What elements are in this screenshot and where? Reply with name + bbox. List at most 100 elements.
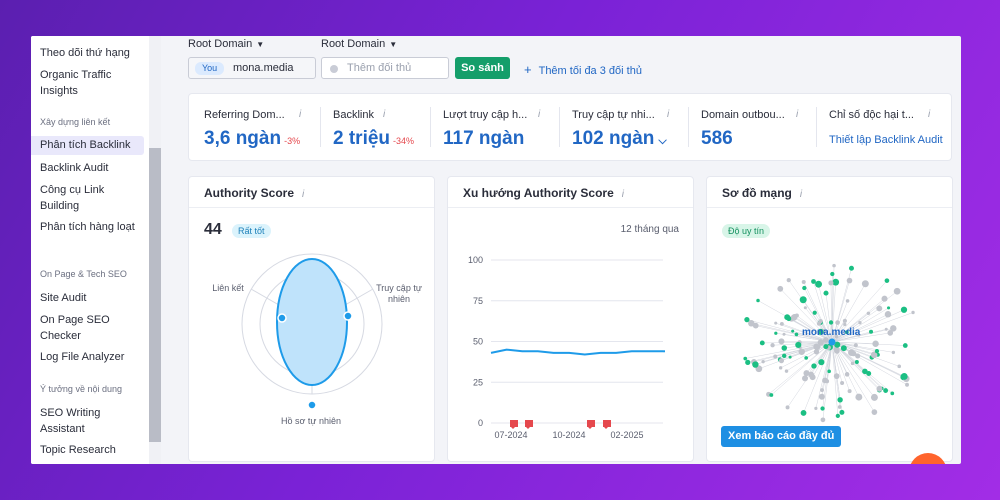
network-edge <box>803 281 833 343</box>
info-icon[interactable]: i <box>302 189 305 200</box>
network-node <box>883 388 889 393</box>
network-edge <box>831 298 885 343</box>
sidebar-item-log-file-analyzer[interactable]: Log File Analyzer <box>40 351 125 363</box>
network-node <box>794 313 799 318</box>
network-node <box>759 340 765 346</box>
series-line <box>490 348 663 356</box>
metric-value: 2 triệu -34% <box>333 128 414 150</box>
sidebar-item-seo-writing-assistant[interactable]: SEO Writing Assistant <box>40 407 101 435</box>
y-tick-label: 0 <box>478 418 483 428</box>
sidebar-section-link-building: Xây dựng liên kết <box>40 117 111 127</box>
info-icon[interactable]: i <box>383 109 386 120</box>
sidebar-item-bulk-analysis[interactable]: Phân tích hàng loạt <box>40 221 135 233</box>
network-node <box>850 361 855 366</box>
domain-input[interactable]: You mona.media <box>188 57 316 79</box>
authority-badge: Độ uy tín <box>722 224 771 238</box>
metric-referring-domains[interactable]: Referring Dom... i 3,6 ngàn -3% <box>204 94 319 162</box>
chevron-down-icon[interactable]: ⌵ <box>658 135 667 147</box>
network-edge <box>831 280 888 343</box>
network-edge <box>831 341 841 400</box>
network-node <box>801 279 806 284</box>
network-node <box>835 320 840 325</box>
network-node <box>848 265 854 271</box>
network-node <box>848 349 855 357</box>
network-node <box>837 397 843 403</box>
network-edge <box>775 322 833 343</box>
metric-backlinks[interactable]: Backlink i 2 triệu -34% <box>333 94 433 162</box>
setup-backlink-audit-link[interactable]: Thiết lập Backlink Audit <box>829 134 943 146</box>
metric-label: Backlink <box>333 109 374 121</box>
network-node <box>857 333 861 337</box>
sidebar-section-onpage: On Page & Tech SEO <box>40 269 127 279</box>
card-title: Xu hướng Authority Score i <box>463 186 624 200</box>
metric-delta: -34% <box>393 136 415 146</box>
full-report-button[interactable]: Xem báo cáo đầy đủ <box>721 426 842 447</box>
sidebar-item-link-building-tool[interactable]: Công cụ Link Building <box>40 184 105 212</box>
info-icon[interactable]: i <box>799 189 803 200</box>
network-node <box>887 330 894 336</box>
network-node <box>893 287 901 295</box>
info-icon[interactable]: i <box>538 109 541 120</box>
network-node <box>811 279 816 284</box>
sidebar-item-site-audit[interactable]: Site Audit <box>40 292 87 304</box>
network-edge <box>831 309 905 343</box>
root-domain-dropdown-1[interactable]: Root Domain ▼ <box>188 38 264 50</box>
network-node <box>830 271 835 277</box>
network-node <box>820 406 825 411</box>
radar-area <box>276 258 348 386</box>
metric-divider <box>816 107 817 147</box>
network-center-label: mona.media <box>802 327 861 338</box>
competitor-input[interactable]: Thêm đối thủ <box>321 57 449 79</box>
authority-trend-card: Xu hướng Authority Score i 12 tháng qua 0… <box>447 176 694 462</box>
network-node <box>847 389 852 394</box>
network-node <box>814 406 818 410</box>
sidebar: Theo dõi thứ hạng Organic Traffic Insigh… <box>31 36 161 464</box>
period-label[interactable]: 12 tháng qua <box>620 224 679 235</box>
info-icon[interactable]: i <box>667 109 670 120</box>
network-node <box>822 377 828 384</box>
sidebar-item-rank-tracking[interactable]: Theo dõi thứ hạng <box>40 47 130 59</box>
card-title-text: Xu hướng Authority Score <box>463 186 614 200</box>
event-marker-icon <box>510 420 518 429</box>
metric-organic-traffic[interactable]: Truy cập tự nhi... i 102 ngàn ⌵ <box>572 94 682 162</box>
sidebar-item-topic-research[interactable]: Topic Research <box>40 444 116 456</box>
network-node <box>887 306 891 310</box>
info-icon[interactable]: i <box>621 189 625 200</box>
metric-outbound-domains[interactable]: Domain outbou... i 586 <box>701 94 811 162</box>
metric-divider <box>559 107 560 147</box>
you-tag: You <box>195 62 225 75</box>
network-edge <box>831 341 843 384</box>
info-icon[interactable]: i <box>928 109 931 120</box>
info-icon[interactable]: i <box>299 109 302 120</box>
compare-button[interactable]: So sánh <box>455 57 510 79</box>
event-marker-icon <box>525 420 533 429</box>
sidebar-item-backlink-analysis[interactable]: Phân tích Backlink <box>31 136 144 155</box>
network-node <box>881 295 888 302</box>
metric-traffic[interactable]: Lượt truy cập h... i 117 ngàn <box>443 94 553 162</box>
sidebar-item-organic-traffic-insights[interactable]: Organic Traffic Insights <box>40 69 112 97</box>
add-competitors-link[interactable]: + Thêm tối đa 3 đối thủ <box>524 62 642 77</box>
network-node <box>774 331 778 335</box>
event-marker-icon <box>603 420 611 429</box>
network-node <box>854 359 859 364</box>
network-node <box>872 340 879 347</box>
network-node <box>817 339 824 346</box>
network-node <box>813 344 821 351</box>
network-edge <box>831 312 914 343</box>
sidebar-scrollbar-thumb[interactable] <box>149 148 161 442</box>
info-icon[interactable]: i <box>796 109 799 120</box>
x-tick-label: 02-2025 <box>610 430 643 440</box>
metric-value: 117 ngàn <box>443 128 525 149</box>
network-node <box>884 278 890 283</box>
network-node <box>858 321 862 325</box>
sidebar-item-onpage-seo-checker[interactable]: On Page SEO Checker <box>40 314 110 342</box>
root-domain-dropdown-2[interactable]: Root Domain ▼ <box>321 38 397 50</box>
sidebar-item-backlink-audit[interactable]: Backlink Audit <box>40 162 109 174</box>
network-node <box>902 343 908 348</box>
competitor-placeholder: Thêm đối thủ <box>347 62 412 74</box>
radar-point-traffic <box>343 311 353 321</box>
network-edge <box>784 341 833 349</box>
help-chat-button[interactable] <box>909 453 947 464</box>
network-node <box>823 290 829 296</box>
network-graph[interactable] <box>707 177 954 463</box>
